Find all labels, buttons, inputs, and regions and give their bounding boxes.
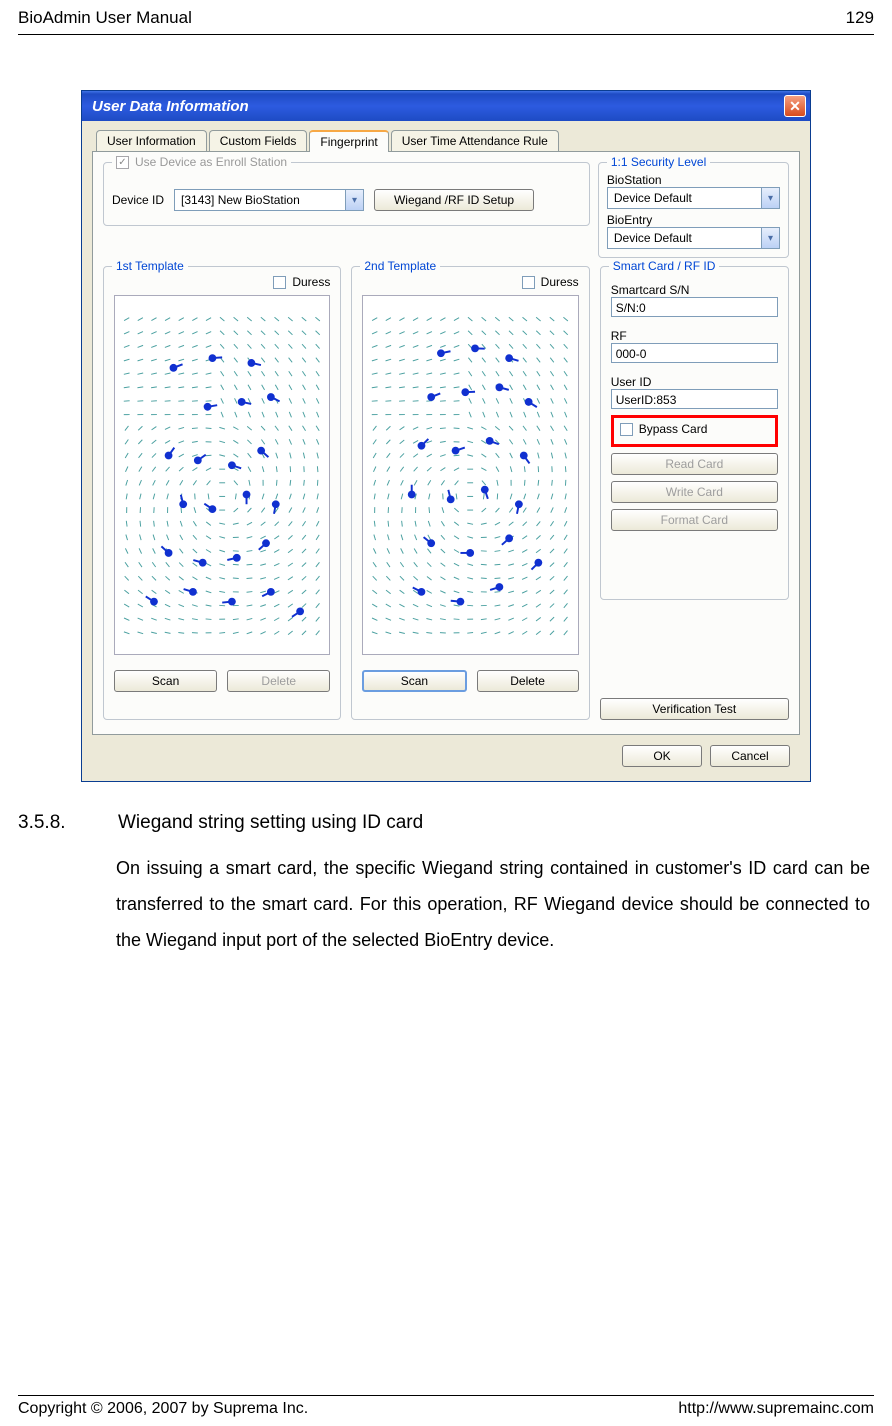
- bioentry-value: Device Default: [608, 231, 761, 245]
- tab-content: ✓ Use Device as Enroll Station Device ID…: [92, 151, 800, 735]
- dialog-title: User Data Information: [92, 98, 249, 115]
- header-doc-title: BioAdmin User Manual: [18, 8, 192, 28]
- checkbox-icon: ✓: [116, 156, 129, 169]
- security-level-group: 1:1 Security Level BioStation Device Def…: [598, 162, 789, 258]
- format-card-button[interactable]: Format Card: [611, 509, 778, 531]
- ok-button[interactable]: OK: [622, 745, 702, 767]
- duress-1-checkbox[interactable]: [273, 276, 286, 289]
- smartcard-group: Smart Card / RF ID Smartcard S/N S/N:0 R…: [600, 266, 789, 600]
- rf-label: RF: [611, 329, 778, 343]
- close-icon[interactable]: ✕: [784, 95, 806, 117]
- section-body: On issuing a smart card, the specific Wi…: [116, 850, 870, 958]
- section-number: 3.5.8.: [18, 812, 78, 834]
- template-1-group: 1st Template Duress Scan Delete: [103, 266, 341, 720]
- bioentry-combo[interactable]: Device Default ▾: [607, 227, 780, 249]
- scan-2-button[interactable]: Scan: [362, 670, 466, 692]
- delete-1-button[interactable]: Delete: [227, 670, 330, 692]
- bypass-label: Bypass Card: [639, 422, 708, 436]
- section-heading: 3.5.8. Wiegand string setting using ID c…: [18, 812, 852, 834]
- dialog-titlebar: User Data Information ✕: [82, 91, 810, 121]
- enroll-station-group: ✓ Use Device as Enroll Station Device ID…: [103, 162, 590, 226]
- header-page-num: 129: [846, 8, 874, 28]
- user-data-dialog: User Data Information ✕ User Information…: [81, 90, 811, 782]
- footer-rule: [18, 1395, 874, 1396]
- chevron-down-icon: ▾: [761, 228, 779, 248]
- device-id-combo[interactable]: [3143] New BioStation ▾: [174, 189, 364, 211]
- read-card-button[interactable]: Read Card: [611, 453, 778, 475]
- cancel-button[interactable]: Cancel: [710, 745, 790, 767]
- verification-test-button[interactable]: Verification Test: [600, 698, 789, 720]
- sn-input[interactable]: S/N:0: [611, 297, 778, 317]
- template-2-group: 2nd Template Duress Scan Delete: [351, 266, 589, 720]
- template-1-legend: 1st Template: [112, 259, 188, 273]
- rf-input[interactable]: 000-0: [611, 343, 778, 363]
- fingerprint-2-canvas: [362, 295, 578, 655]
- tab-time-attendance[interactable]: User Time Attendance Rule: [391, 130, 559, 152]
- biostation-label: BioStation: [607, 173, 780, 187]
- bioentry-label: BioEntry: [607, 213, 780, 227]
- smartcard-legend: Smart Card / RF ID: [609, 259, 720, 273]
- fingerprint-1-canvas: [114, 295, 330, 655]
- chevron-down-icon: ▾: [345, 190, 363, 210]
- wiegand-setup-button[interactable]: Wiegand /RF ID Setup: [374, 189, 534, 211]
- chevron-down-icon: ▾: [761, 188, 779, 208]
- use-device-checkbox[interactable]: ✓ Use Device as Enroll Station: [112, 155, 291, 169]
- security-legend: 1:1 Security Level: [607, 155, 710, 169]
- footer-copyright: Copyright © 2006, 2007 by Suprema Inc.: [18, 1400, 308, 1418]
- scan-1-button[interactable]: Scan: [114, 670, 217, 692]
- footer-url: http://www.supremainc.com: [678, 1400, 874, 1418]
- biostation-combo[interactable]: Device Default ▾: [607, 187, 780, 209]
- duress-2-checkbox[interactable]: [522, 276, 535, 289]
- tab-fingerprint[interactable]: Fingerprint: [309, 130, 388, 152]
- duress-1-label: Duress: [292, 275, 330, 289]
- write-card-button[interactable]: Write Card: [611, 481, 778, 503]
- device-id-label: Device ID: [112, 193, 164, 207]
- biostation-value: Device Default: [608, 191, 761, 205]
- use-device-label: Use Device as Enroll Station: [135, 155, 287, 169]
- tab-user-information[interactable]: User Information: [96, 130, 207, 152]
- tab-strip: User Information Custom Fields Fingerpri…: [96, 129, 800, 151]
- header-rule: [18, 34, 874, 35]
- bypass-highlight: Bypass Card: [611, 415, 778, 447]
- section-title: Wiegand string setting using ID card: [118, 812, 423, 834]
- tab-custom-fields[interactable]: Custom Fields: [209, 130, 308, 152]
- userid-label: User ID: [611, 375, 778, 389]
- device-id-value: [3143] New BioStation: [175, 193, 345, 207]
- userid-input[interactable]: UserID:853: [611, 389, 778, 409]
- sn-label: Smartcard S/N: [611, 283, 778, 297]
- template-2-legend: 2nd Template: [360, 259, 440, 273]
- duress-2-label: Duress: [541, 275, 579, 289]
- delete-2-button[interactable]: Delete: [477, 670, 579, 692]
- bypass-checkbox[interactable]: [620, 423, 633, 436]
